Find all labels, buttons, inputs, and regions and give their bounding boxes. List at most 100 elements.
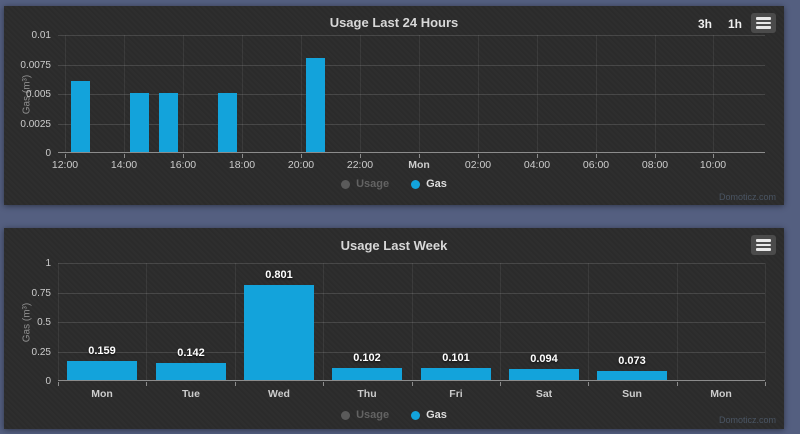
x-tick-label: 08:00 [641,159,669,171]
x-tick-mark [765,382,766,386]
x-tick-mark [655,154,656,158]
y-tick-label: 1 [45,258,51,269]
x-tick-label: 12:00 [51,159,79,171]
legend-label-usage: Usage [356,178,390,190]
gas-bar[interactable] [71,81,90,152]
x-tick-label: 22:00 [346,159,374,171]
x-tick-mark [183,154,184,158]
gas-bar[interactable] [67,361,137,380]
hamburger-stripe-icon [756,243,771,247]
y-gridline [58,124,765,125]
plot-area-week: Mon Tue Wed Thu Fri Sat Sun Mon 0 0.25 0.5 0.75 1 0.1… [32,258,766,400]
hamburger-stripe-icon [756,26,771,29]
x-tick-mark [242,154,243,158]
y-gridline [58,293,765,294]
x-tick-label: 14:00 [110,159,138,171]
x-tick-mark [713,154,714,158]
gas-bar[interactable] [218,93,237,152]
x-gridline [412,263,413,380]
legend-label-gas: Gas [426,178,447,190]
x-gridline [242,35,243,152]
bar-value-label: 0.101 [442,352,470,364]
x-tick-mark [124,154,125,158]
x-tick-mark [478,154,479,158]
gas-bar[interactable] [130,93,149,152]
legend-marker-gas-icon [411,410,421,420]
gas-bar[interactable] [244,285,314,380]
x-gridline [323,263,324,380]
range-button-3h[interactable]: 3h [697,17,712,31]
y-tick-label: 0.01 [31,30,51,41]
x-tick-mark [596,154,597,158]
y-gridline [58,263,765,264]
legend-item-usage[interactable]: Usage [341,178,389,190]
x-tick-mark [146,382,147,386]
x-gridline [183,35,184,152]
x-tick-mark [235,382,236,386]
bar-value-label: 0.073 [618,355,646,367]
x-tick-label: 18:00 [228,159,256,171]
chart-title-24h: Usage Last 24 Hours [329,15,459,30]
y-gridline [58,352,765,353]
x-tick-label: 02:00 [464,159,492,171]
x-gridline [65,35,66,152]
x-tick-label: 04:00 [523,159,551,171]
gas-bar[interactable] [159,93,178,152]
legend-item-gas[interactable]: Gas [411,178,447,190]
x-category-label: Tue [182,388,200,400]
y-tick-label: 0.5 [37,317,51,328]
y-tick-label: 0.25 [31,347,51,358]
bar-value-label: 0.142 [177,347,205,359]
x-tick-mark [500,382,501,386]
x-gridline [500,263,501,380]
bar-value-label: 0.094 [530,353,558,365]
x-gridline [419,35,420,152]
hamburger-stripe-icon [756,21,771,25]
x-gridline [360,35,361,152]
x-gridline [596,35,597,152]
y-tick-label: 0 [45,376,51,387]
x-tick-label: Mon [408,159,430,171]
legend-item-gas[interactable]: Gas [411,409,447,421]
y-tick-label: 0.0075 [20,60,51,71]
y-tick-label: 0.005 [25,89,51,100]
hamburger-stripe-icon [756,239,771,242]
hamburger-stripe-icon [756,248,771,251]
x-category-label: Wed [268,388,290,400]
x-tick-label: 10:00 [699,159,727,171]
x-tick-mark [360,154,361,158]
y-tick-label: 0.0025 [20,119,51,130]
x-category-label: Mon [91,388,113,400]
hamburger-stripe-icon [756,17,771,20]
chart-legend-24h: Usage Gas [4,178,784,190]
x-gridline [765,263,766,380]
legend-item-usage[interactable]: Usage [341,409,389,421]
x-tick-mark [301,154,302,158]
y-tick-label: 0 [45,148,51,159]
range-button-1h[interactable]: 1h [727,17,742,31]
gas-bar[interactable] [306,58,325,152]
gas-bar[interactable] [421,368,491,380]
y-gridline [58,94,765,95]
x-gridline [537,35,538,152]
gas-bar[interactable] [509,369,579,380]
chart-context-menu-icon[interactable] [751,235,776,255]
chart-context-menu-icon[interactable] [751,13,776,33]
usage-week-chart-panel: Usage Last Week Gas (m³) Mon Tue Wed Thu Fri… [4,228,784,429]
x-gridline [478,35,479,152]
gas-bar[interactable] [156,363,226,380]
credits-link[interactable]: Domoticz.com [718,192,776,202]
gas-bar[interactable] [597,371,667,380]
x-gridline [146,263,147,380]
x-gridline [655,35,656,152]
x-category-label: Sun [622,388,642,400]
x-tick-mark [323,382,324,386]
x-gridline [124,35,125,152]
bar-value-label: 0.159 [88,345,116,357]
bar-value-label: 0.801 [265,269,293,281]
x-tick-mark [588,382,589,386]
x-gridline [235,263,236,380]
credits-link[interactable]: Domoticz.com [718,415,776,425]
x-gridline [677,263,678,380]
gas-bar[interactable] [332,368,402,380]
